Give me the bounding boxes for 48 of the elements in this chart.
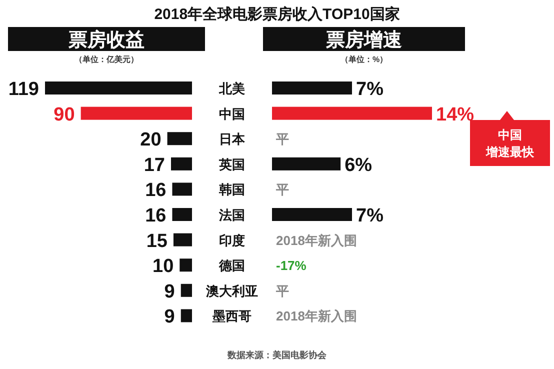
data-label: 6%	[344, 154, 372, 176]
bar	[45, 82, 192, 94]
bar	[173, 233, 192, 246]
chart-subtitle: （单位：亿美元）	[74, 54, 138, 64]
bar	[171, 157, 192, 170]
source-note: 数据来源：美国电影协会	[226, 350, 328, 360]
y-tick-label: 德国	[218, 258, 245, 274]
bar	[80, 106, 192, 120]
text: -17%	[276, 258, 306, 274]
bar	[180, 258, 192, 272]
data-label: 7%	[356, 206, 384, 226]
text: 2018年全球电影票房收入TOP10国家	[154, 5, 400, 23]
data-label: 14%	[436, 104, 474, 126]
y-tick-label: 澳大利亚	[205, 283, 258, 298]
data-label: 平	[275, 132, 289, 147]
data-label: 10	[152, 256, 174, 278]
y-tick-label: 英国	[218, 156, 245, 172]
data-label: 9	[164, 281, 175, 302]
data-label: 15	[146, 230, 168, 252]
y-tick-label: 韩国	[218, 182, 245, 198]
data-label: 9	[164, 306, 175, 328]
y-tick-label: 中国	[219, 106, 245, 122]
y-tick-label: 印度	[219, 232, 245, 248]
y-tick-label: 北美	[218, 81, 245, 96]
text: 2018年新入围	[276, 232, 357, 248]
y-tick-label: 法国	[218, 208, 245, 222]
chart-title: 票房收益	[68, 29, 144, 51]
data-label: 16	[145, 206, 166, 226]
data-label: 90	[54, 104, 75, 126]
data-label: 16	[145, 180, 166, 202]
bar	[167, 132, 192, 146]
data-label: 平	[275, 283, 289, 298]
text: 中国	[498, 128, 522, 142]
data-label: 17	[144, 154, 165, 176]
data-label: 119	[8, 79, 39, 100]
chart-subtitle: （单位：%）	[340, 55, 388, 64]
text: 增速最快	[485, 145, 535, 159]
data-label: 7%	[356, 79, 384, 100]
y-tick-label: 日本	[219, 132, 246, 147]
bar	[172, 182, 192, 196]
text: 2018年新入围	[276, 308, 357, 324]
chart-title: 票房增速	[325, 29, 402, 51]
bar	[180, 309, 192, 322]
bar	[180, 284, 192, 297]
data-label: 20	[140, 130, 162, 151]
bar	[172, 208, 192, 221]
data-label: 平	[275, 182, 289, 198]
y-tick-label: 墨西哥	[212, 308, 252, 324]
